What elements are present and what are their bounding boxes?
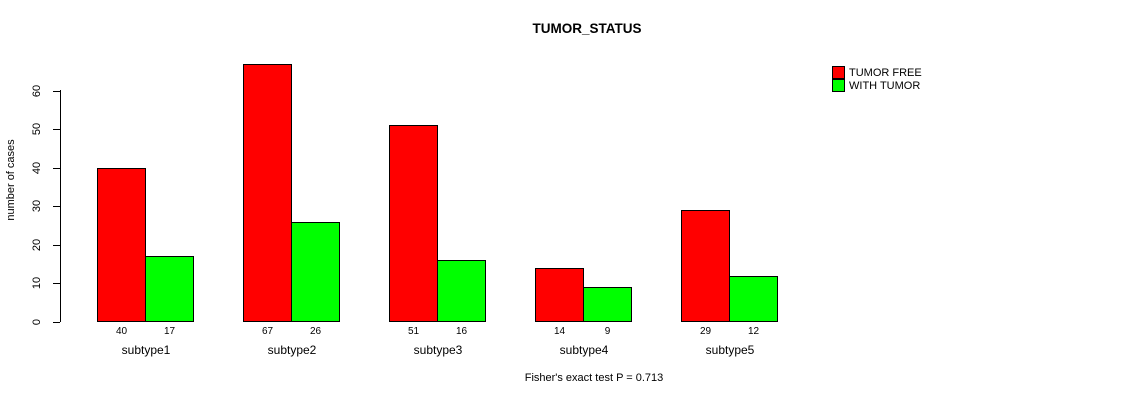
x-axis-category-label: subtype3 xyxy=(413,343,463,357)
bar-tumor-free-subtype4 xyxy=(535,268,584,322)
bar-value-label: 67 xyxy=(261,326,274,337)
bar-value-label: 9 xyxy=(604,326,611,337)
bar-with-tumor-subtype1 xyxy=(145,256,194,322)
bar-value-label: 17 xyxy=(163,326,176,337)
y-axis-tick xyxy=(53,244,60,246)
y-axis-tick-label: 40 xyxy=(31,161,43,175)
bar-with-tumor-subtype3 xyxy=(437,260,486,322)
bar-tumor-free-subtype5 xyxy=(681,210,730,322)
y-axis-tick-label: 0 xyxy=(31,318,43,326)
y-axis-tick-label: 30 xyxy=(31,199,43,213)
y-axis-tick xyxy=(53,90,60,92)
legend-item-with-tumor: WITH TUMOR xyxy=(832,79,922,92)
bar-tumor-free-subtype2 xyxy=(243,64,292,322)
y-axis-tick-label: 50 xyxy=(31,122,43,136)
bar-with-tumor-subtype4 xyxy=(583,287,632,322)
bar-tumor-free-subtype1 xyxy=(97,168,146,322)
legend-label-tumor-free: TUMOR FREE xyxy=(849,66,922,79)
y-axis-tick xyxy=(53,128,60,130)
bar-tumor-free-subtype3 xyxy=(389,125,438,322)
y-axis-label: number of cases xyxy=(5,139,17,221)
bar-value-label: 29 xyxy=(699,326,712,337)
bar-value-label: 40 xyxy=(115,326,128,337)
bar-with-tumor-subtype5 xyxy=(729,276,778,322)
x-axis-category-label: subtype2 xyxy=(267,343,317,357)
legend: TUMOR FREE WITH TUMOR xyxy=(832,66,922,92)
legend-label-with-tumor: WITH TUMOR xyxy=(849,79,921,92)
bar-value-label: 14 xyxy=(553,326,566,337)
x-axis-category-label: subtype5 xyxy=(705,343,755,357)
y-axis-tick-label: 60 xyxy=(31,84,43,98)
x-axis-category-label: subtype4 xyxy=(559,343,609,357)
legend-swatch-tumor-free xyxy=(832,66,845,79)
y-axis-tick-label: 10 xyxy=(31,276,43,290)
y-axis-tick xyxy=(53,282,60,284)
y-axis-tick xyxy=(53,205,60,207)
chart-title: TUMOR_STATUS xyxy=(532,21,642,36)
bar-value-label: 16 xyxy=(455,326,468,337)
bar-value-label: 12 xyxy=(747,326,760,337)
y-axis-tick-label: 20 xyxy=(31,238,43,252)
fishers-test-caption: Fisher's exact test P = 0.713 xyxy=(524,372,664,384)
bar-with-tumor-subtype2 xyxy=(291,222,340,322)
x-axis-category-label: subtype1 xyxy=(121,343,171,357)
y-axis-tick xyxy=(53,321,60,323)
y-axis-tick xyxy=(53,167,60,169)
y-axis-line xyxy=(60,90,61,322)
legend-item-tumor-free: TUMOR FREE xyxy=(832,66,922,79)
legend-swatch-with-tumor xyxy=(832,79,845,92)
bar-value-label: 51 xyxy=(407,326,420,337)
bar-value-label: 26 xyxy=(309,326,322,337)
